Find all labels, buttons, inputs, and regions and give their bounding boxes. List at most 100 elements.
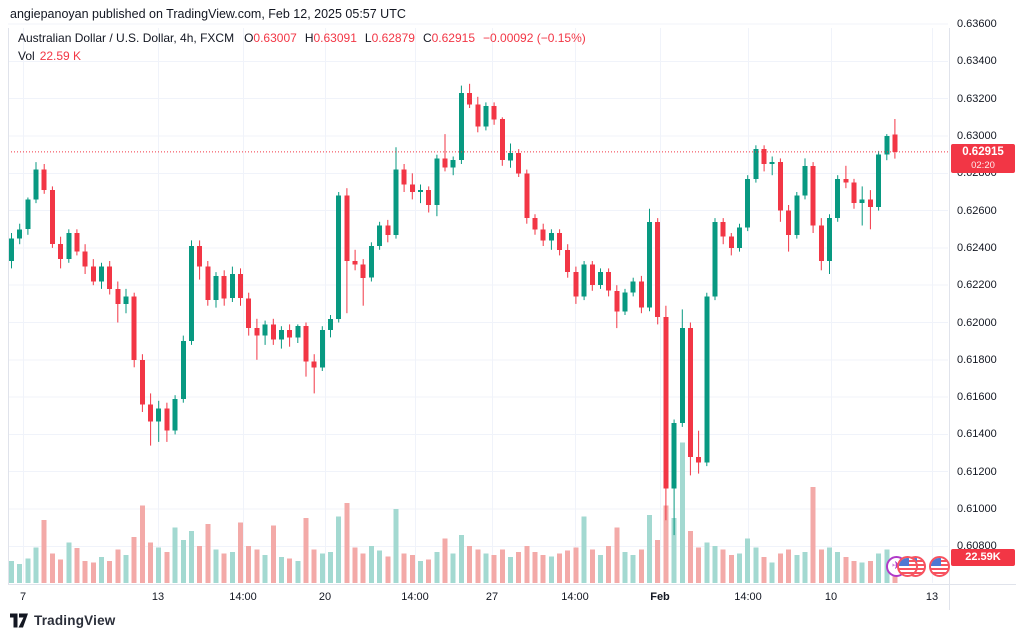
- volume-bar: [115, 549, 121, 583]
- candle-body: [638, 281, 644, 308]
- vol-value: 22.59 K: [39, 49, 82, 63]
- candle-body: [99, 266, 104, 282]
- volume-badge: 22.59K: [951, 549, 1015, 566]
- candle-body: [205, 266, 211, 301]
- candle-body: [74, 233, 80, 252]
- candle-body: [769, 162, 775, 164]
- volume-bar: [475, 549, 481, 583]
- candle-body: [581, 264, 587, 297]
- candle-body: [352, 261, 358, 265]
- volume-bar: [728, 554, 734, 583]
- candle-body: [262, 324, 268, 336]
- time-axis-label: 14:00: [229, 591, 257, 603]
- volume-bar: [622, 551, 628, 583]
- symbol-title[interactable]: Australian Dollar / U.S. Dollar, 4h, FXC…: [18, 31, 235, 45]
- volume-bar: [859, 562, 865, 583]
- candle-body: [859, 199, 865, 204]
- volume-bar: [164, 551, 170, 583]
- volume-legend[interactable]: Vol 22.59 K: [18, 49, 81, 63]
- volume-bar: [123, 554, 129, 583]
- candle-body: [131, 296, 137, 360]
- volume-bar: [107, 560, 113, 583]
- volume-bar: [524, 546, 530, 583]
- price-axis-label: 0.61200: [957, 465, 997, 478]
- candle-body: [58, 244, 64, 260]
- candle-body: [246, 298, 252, 329]
- volume-bar: [704, 542, 710, 583]
- candle-body: [720, 221, 726, 237]
- price-axis-label: 0.63600: [957, 18, 997, 31]
- price-axis-label: 0.62600: [957, 204, 997, 217]
- volume-bar: [156, 547, 162, 583]
- candle-body: [401, 169, 407, 185]
- candle-body: [442, 158, 448, 168]
- candle-body: [238, 274, 243, 299]
- volume-bar: [802, 551, 808, 583]
- volume-bar: [581, 516, 587, 583]
- candle-body: [458, 93, 464, 161]
- candle-body: [777, 162, 783, 211]
- open-label: O: [244, 31, 254, 45]
- volume-bar: [687, 531, 693, 583]
- tradingview-logo[interactable]: TradingView: [10, 613, 115, 628]
- candle-body: [189, 246, 194, 342]
- candle-body: [303, 326, 309, 362]
- time-axis-label: 14:00: [561, 591, 589, 603]
- volume-bar: [589, 549, 595, 583]
- volume-bar: [491, 554, 497, 583]
- low-value: 0.62879: [371, 31, 415, 45]
- candle-body: [33, 169, 39, 200]
- time-axis-label: 7: [19, 591, 27, 603]
- candle-body: [409, 184, 415, 192]
- candle-body: [295, 326, 301, 338]
- volume-bar: [409, 554, 415, 583]
- price-axis-label: 0.61800: [957, 353, 997, 366]
- candle-body: [712, 221, 718, 297]
- volume-bar: [638, 549, 644, 583]
- volume-bar: [262, 554, 268, 583]
- candle-body: [540, 229, 546, 241]
- candle-body: [663, 316, 669, 489]
- volume-bar: [377, 550, 383, 583]
- volume-bar: [197, 546, 203, 583]
- volume-bar: [458, 534, 464, 583]
- us-flag-event-icon[interactable]: [897, 556, 918, 577]
- volume-bar: [794, 554, 800, 583]
- volume-bar: [598, 554, 603, 583]
- candle-body: [696, 456, 702, 463]
- candle-body: [671, 423, 677, 489]
- volume-bar: [671, 517, 677, 583]
- volume-bar: [295, 560, 301, 583]
- price-axis-label: 0.61000: [957, 503, 997, 515]
- candle-body: [319, 330, 325, 368]
- volume-bar: [139, 505, 145, 583]
- tradingview-logo-text: TradingView: [34, 613, 116, 628]
- candle-body: [761, 149, 767, 164]
- vol-label: Vol: [18, 49, 35, 63]
- us-flag-event-icon[interactable]: [929, 556, 950, 577]
- volume-bar: [393, 509, 399, 583]
- candle-body: [450, 160, 456, 168]
- candle-body: [508, 152, 513, 161]
- open-value: 0.63007: [253, 31, 297, 45]
- candle-body: [123, 296, 129, 304]
- candle-body: [377, 225, 383, 246]
- candle-body: [393, 169, 399, 235]
- volume-bar: [254, 549, 260, 583]
- volume-bar: [221, 553, 227, 583]
- candle-body: [270, 324, 276, 340]
- price-axis-label: 0.62000: [957, 316, 997, 329]
- volume-bar: [385, 556, 391, 583]
- low-label: L: [364, 31, 372, 45]
- high-value: 0.63091: [313, 31, 357, 45]
- time-axis-label: Feb: [650, 591, 670, 603]
- volume-bar: [630, 554, 636, 583]
- chart-legend[interactable]: Australian Dollar / U.S. Dollar, 4h, FXC…: [18, 31, 586, 45]
- volume-bar: [737, 553, 742, 583]
- candle-body: [426, 190, 432, 205]
- candle-body: [360, 264, 366, 278]
- volume-bar: [25, 558, 31, 583]
- candle-body: [835, 178, 841, 219]
- volume-bar: [278, 557, 284, 583]
